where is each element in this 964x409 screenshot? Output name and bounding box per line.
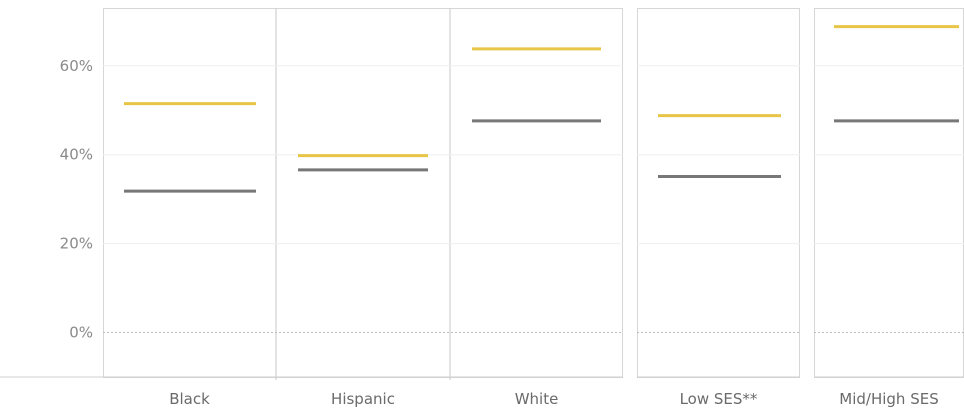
panel-frame-2 (814, 8, 964, 378)
y-tick-label: 60% (60, 57, 93, 75)
panel-frame-1 (637, 8, 800, 378)
x-axis-labels: Black Hispanic White Low SES** Mid/High SES (169, 390, 939, 408)
y-axis-ticks: 0% 20% 40% 60% (60, 57, 93, 342)
gridlines (103, 65, 964, 334)
panel-frame-0 (103, 8, 623, 378)
y-tick-label: 0% (69, 324, 93, 342)
x-category-label: White (515, 390, 559, 408)
y-tick-label: 20% (60, 235, 93, 253)
y-tick-label: 40% (60, 146, 93, 164)
x-category-label: Black (169, 390, 210, 408)
marks (124, 25, 959, 193)
panels (0, 8, 964, 380)
x-category-label: Low SES** (680, 390, 758, 408)
x-category-label: Hispanic (331, 390, 395, 408)
x-category-label: Mid/High SES (839, 390, 938, 408)
